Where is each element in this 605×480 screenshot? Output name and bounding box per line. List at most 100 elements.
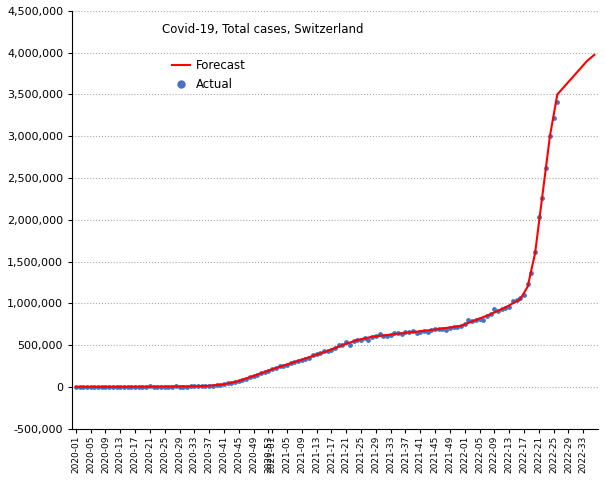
Point [145,383,155,390]
Point [327,346,336,354]
Point [393,330,403,337]
Point [334,341,344,349]
Point [219,380,229,388]
Point [519,291,529,299]
Point [116,383,125,391]
Point [167,383,177,391]
Point [386,331,396,339]
Point [201,383,211,390]
Point [549,114,558,122]
Point [278,362,288,370]
Point [434,325,443,333]
Point [252,372,262,379]
Point [260,368,270,376]
Point [353,336,362,344]
Point [427,326,436,334]
Point [160,383,169,391]
Text: Covid-19, Total cases, Switzerland: Covid-19, Total cases, Switzerland [162,24,363,36]
Legend: Forecast, Actual: Forecast, Actual [168,54,250,96]
Point [467,317,477,325]
Point [193,383,203,390]
Point [286,360,295,367]
Point [178,383,188,390]
Point [430,325,440,333]
Point [271,364,281,372]
Point [212,382,221,389]
Point [371,332,381,340]
Point [238,376,247,384]
Point [126,383,136,391]
Point [241,375,251,383]
Point [338,341,347,349]
Point [515,294,525,301]
Point [378,332,388,340]
Point [449,324,459,331]
Point [330,344,340,351]
Point [408,327,417,335]
Point [304,354,314,362]
Point [249,372,258,380]
Point [500,304,510,312]
Point [442,326,451,334]
Point [156,383,166,391]
Point [460,320,469,328]
Point [234,378,244,385]
Point [275,362,284,370]
Point [479,316,488,324]
Point [290,358,299,365]
Point [108,383,118,391]
Point [74,383,84,391]
Point [323,347,333,354]
Point [552,98,562,106]
Point [456,322,466,330]
Point [486,310,495,318]
Point [100,383,110,391]
Point [123,383,132,391]
Point [419,327,429,335]
Point [493,307,503,315]
Point [301,355,310,363]
Point [508,298,518,305]
Point [404,329,414,336]
Point [545,132,555,140]
Point [482,312,492,320]
Point [374,330,384,338]
Point [453,324,462,331]
Point [119,383,129,391]
Point [93,383,103,390]
Point [97,383,106,391]
Point [226,379,236,386]
Point [312,350,321,358]
Point [297,356,307,364]
Point [390,329,399,337]
Point [523,280,532,288]
Point [293,358,303,365]
Point [356,336,366,343]
Point [104,383,114,391]
Point [526,269,536,277]
Point [360,335,370,342]
Point [267,365,277,373]
Point [149,383,159,391]
Point [437,325,447,333]
Point [142,383,151,391]
Point [189,383,199,390]
Point [489,305,499,312]
Point [86,383,96,391]
Point [171,383,181,390]
Point [341,338,351,346]
Point [90,383,99,391]
Point [215,381,225,388]
Point [315,349,325,357]
Point [282,361,292,369]
Point [245,373,255,381]
Point [256,369,266,377]
Point [71,383,80,391]
Point [130,383,140,391]
Point [231,378,240,386]
Point [463,317,473,324]
Point [505,303,514,311]
Point [186,382,195,390]
Point [471,316,480,324]
Point [223,380,232,387]
